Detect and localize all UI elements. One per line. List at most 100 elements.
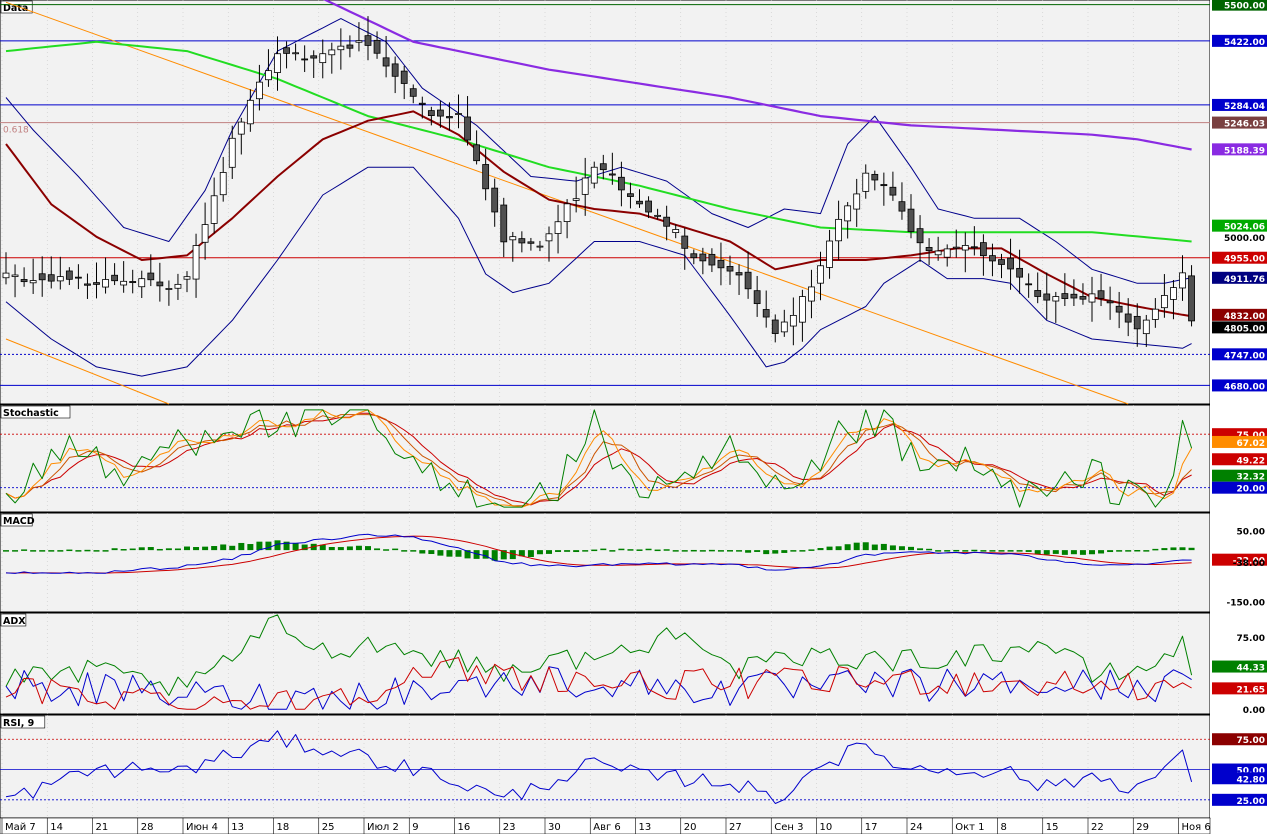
candle-body <box>889 186 897 196</box>
macd-hist-bar <box>944 550 951 552</box>
macd-hist-bar <box>229 545 236 551</box>
candle-body <box>111 274 118 282</box>
x-tick-label: 27 <box>729 822 742 833</box>
macd-line <box>5 533 1192 574</box>
macd-hist-bar <box>808 549 815 551</box>
macd-hist-bar <box>93 550 100 552</box>
macd-hist-bar <box>1116 550 1123 552</box>
candle-body <box>989 255 996 262</box>
candle-body <box>491 187 499 213</box>
candle-body <box>391 63 399 77</box>
candle-body <box>418 102 426 105</box>
candle-body <box>636 200 643 205</box>
axis-label-box <box>1212 143 1267 156</box>
macd-hist-bar <box>48 550 55 552</box>
axis-label: 4832.00 <box>1224 312 1265 322</box>
macd-hist-bar <box>917 548 924 551</box>
candle-body <box>1070 293 1078 299</box>
macd-hist-bar <box>889 545 896 551</box>
candle-body <box>255 81 263 100</box>
panel-title: Data <box>3 3 28 14</box>
axis-background <box>1210 0 1268 818</box>
x-tick-label: 29 <box>1136 822 1149 833</box>
macd-hist-bar <box>681 550 688 552</box>
macd-hist-bar <box>12 550 19 552</box>
macd-hist-bar <box>636 549 643 551</box>
x-tick-label: 30 <box>548 822 561 833</box>
macd-hist-bar <box>536 550 543 555</box>
macd-hist-bar <box>654 549 661 552</box>
macd-hist-bar <box>274 540 281 551</box>
bollinger-upper-line <box>5 18 1192 284</box>
candle-body <box>446 116 453 119</box>
macd-hist-bar <box>618 548 625 551</box>
macd-hist-bar <box>211 546 218 551</box>
macd-hist-bar <box>1188 547 1195 551</box>
bollinger-lower-line <box>5 166 1192 377</box>
macd-hist-bar <box>1161 548 1168 551</box>
candle-body <box>274 53 281 73</box>
candle-body <box>1061 293 1069 299</box>
axis-label: 50.00 <box>1237 528 1265 538</box>
candle-body <box>599 163 607 171</box>
macd-hist-bar <box>727 550 733 552</box>
macd-hist-bar <box>238 542 245 551</box>
candle-body <box>373 39 381 54</box>
axis-label-box <box>1212 469 1267 482</box>
candle-body <box>826 240 833 268</box>
candle-body <box>346 44 354 49</box>
macd-signal-line <box>5 535 1192 574</box>
candle-body <box>952 246 960 249</box>
macd-hist-bar <box>790 550 797 552</box>
candle-body <box>771 319 779 334</box>
sma200-line <box>322 0 1192 151</box>
macd-hist-bar <box>871 544 878 551</box>
macd-hist-bar <box>1070 550 1077 555</box>
candle-body <box>608 173 616 176</box>
candle-body <box>292 52 300 55</box>
axis-label: 4747.00 <box>1224 351 1265 361</box>
macd-hist-bar <box>147 547 154 551</box>
candle-body <box>301 58 309 61</box>
macd-hist-bar <box>202 546 209 551</box>
candle-body <box>681 235 689 249</box>
macd-hist-bar <box>1043 550 1050 555</box>
macd-hist-bar <box>509 550 516 560</box>
panel-title: MACD <box>3 516 35 527</box>
candle-body <box>898 201 906 212</box>
panel-title-box <box>0 613 27 627</box>
macd-hist-bar <box>455 550 462 557</box>
macd-hist-bar <box>365 546 371 551</box>
macd-panel <box>3 533 1195 574</box>
macd-hist-bar <box>437 550 444 556</box>
candle-body <box>581 177 589 195</box>
axis-label: 4680.00 <box>1224 382 1265 392</box>
candle-body <box>56 276 64 282</box>
candle-body <box>1124 313 1132 323</box>
macd-hist-bar <box>898 546 905 551</box>
candle-body <box>1016 267 1023 278</box>
x-tick-label: 20 <box>684 822 697 833</box>
candle-body <box>1188 275 1195 322</box>
macd-hist-bar <box>564 550 571 552</box>
candle-body <box>970 246 978 249</box>
macd-hist-bar <box>346 546 353 551</box>
candle-body <box>1025 283 1033 286</box>
axis-label-box <box>1212 481 1267 494</box>
macd-hist-bar <box>1152 548 1159 551</box>
macd-hist-bar <box>745 550 752 553</box>
axis-label: 25.00 <box>1237 797 1265 807</box>
macd-hist-bar <box>754 550 761 552</box>
candle-body <box>572 198 580 201</box>
stoch-mid-line <box>5 414 1192 507</box>
candle-body <box>75 276 82 279</box>
macd-hist-bar <box>500 550 507 560</box>
axis-label: 32.32 <box>1237 473 1265 483</box>
candle-body <box>93 282 100 285</box>
macd-hist-bar <box>853 542 860 551</box>
panel-title-box <box>0 715 46 729</box>
macd-hist-bar <box>1134 549 1141 552</box>
macd-hist-bar <box>1007 550 1014 552</box>
axis-label-box <box>1212 308 1267 321</box>
candle-body <box>192 245 200 280</box>
